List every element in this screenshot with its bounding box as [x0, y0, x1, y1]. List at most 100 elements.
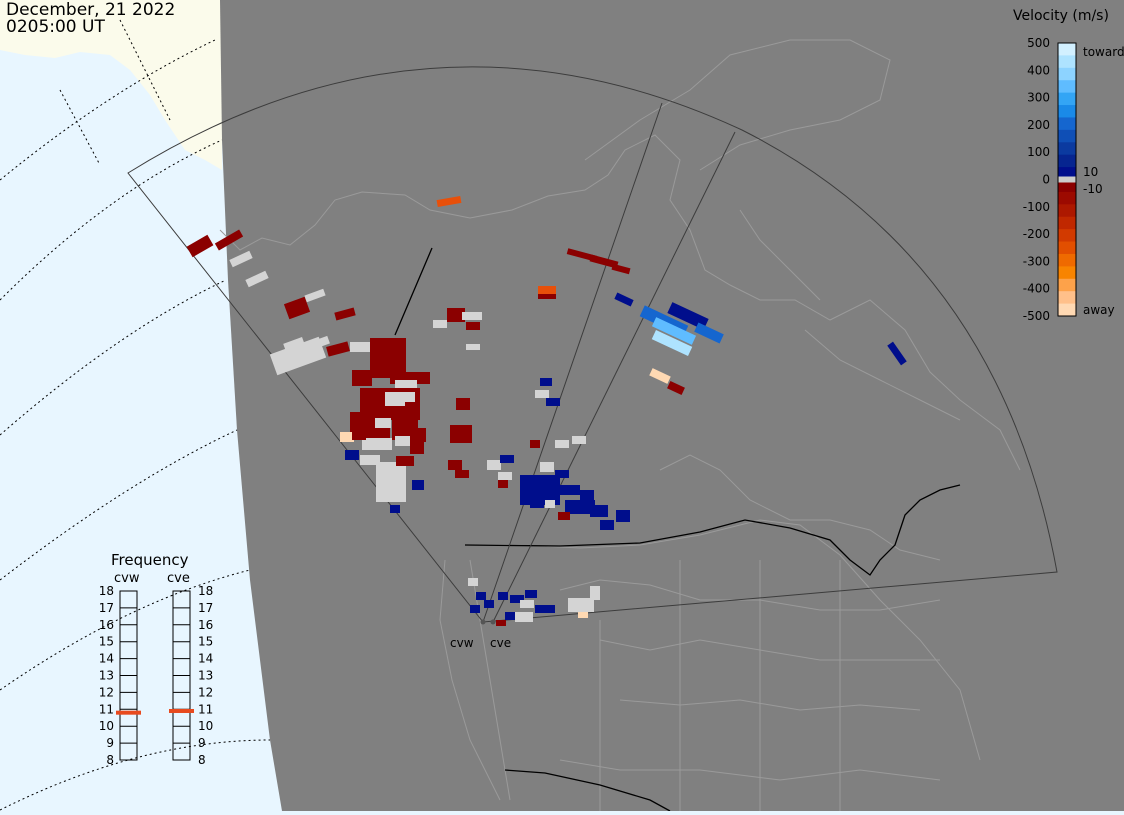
scatter-cell — [515, 612, 533, 622]
scatter-cell — [611, 263, 631, 275]
colorbar-step — [1058, 80, 1076, 94]
scatter-cell — [535, 390, 549, 398]
scatter-cell — [498, 592, 508, 600]
scatter-cell — [520, 600, 534, 608]
colorbar-step — [1058, 67, 1076, 81]
night-region — [220, 0, 1124, 811]
scatter-cell — [375, 418, 391, 428]
frequency-tick-label: 10 — [198, 719, 213, 733]
scatter-cell — [370, 338, 406, 378]
colorbar-step — [1058, 216, 1076, 230]
scatter-cell — [468, 578, 478, 586]
scatter-cell — [376, 462, 406, 502]
scatter-cell — [566, 248, 598, 262]
scatter-cell — [466, 344, 480, 350]
scatter-cell — [535, 605, 547, 613]
scatter-cell — [558, 512, 570, 520]
frequency-radar-cvw-label: cvw — [114, 571, 140, 586]
frequency-tick-label: 15 — [99, 635, 114, 649]
frequency-tick-label: 11 — [99, 702, 114, 716]
colorbar-step — [1058, 105, 1076, 118]
fov-boundary-cve-left — [492, 131, 736, 623]
frequency-tick-label: 9 — [198, 736, 206, 750]
scatter-cell — [450, 425, 472, 443]
scatter-cell — [546, 398, 560, 406]
scatter-cell — [396, 456, 414, 466]
velocity-tick-label: 300 — [1027, 91, 1050, 105]
velocity-tick-label: -400 — [1023, 282, 1050, 296]
scatter-cell — [245, 270, 269, 288]
scatter-cell — [362, 438, 392, 450]
colorbar-step — [1058, 266, 1076, 280]
frequency-tick-label: 9 — [106, 736, 114, 750]
scatter-cell — [540, 378, 552, 386]
scatter-cell — [410, 440, 424, 454]
frequency-tick-label: 17 — [99, 601, 114, 615]
frequency-tick-label: 14 — [198, 652, 213, 666]
velocity-tick-label: 200 — [1027, 118, 1050, 132]
fov-outline — [127, 66, 1058, 623]
colorbar-step — [1058, 291, 1076, 305]
colorbar-step — [1058, 154, 1076, 168]
scatter-cell — [456, 398, 470, 410]
scatter-cell — [530, 500, 544, 508]
scatter-cell — [510, 595, 524, 603]
velocity-tick-label: 100 — [1027, 145, 1050, 159]
scatter-cell — [498, 472, 512, 480]
scatter-cell — [326, 341, 350, 357]
velocity-tick-label: 500 — [1027, 36, 1050, 50]
velocity-label-away: away — [1083, 303, 1115, 317]
scatter-cell — [538, 294, 556, 299]
scatter-cell — [405, 402, 419, 414]
scatter-cell — [395, 380, 417, 388]
scatter-cell — [572, 436, 586, 444]
scatter-cell — [545, 605, 555, 613]
scatter-cell — [500, 455, 514, 463]
radar-fov — [127, 66, 1058, 623]
scatter-cell — [578, 612, 588, 618]
scatter-cell — [568, 598, 594, 612]
velocity-tick-label: -200 — [1023, 227, 1050, 241]
scatter-cell — [530, 440, 540, 448]
frequency-tick-label: 8 — [106, 753, 114, 767]
scatter-cell — [352, 430, 366, 440]
scatter-cell — [385, 470, 399, 478]
colorbar-step — [1058, 303, 1076, 317]
colorbar-step — [1058, 43, 1076, 56]
scatter-cell — [484, 600, 494, 608]
scatter-cell — [350, 342, 370, 352]
frequency-tick-label: 18 — [198, 584, 213, 598]
scatter-cell — [667, 380, 685, 396]
scatter-cell — [360, 455, 380, 465]
radar-site-cve-marker — [490, 619, 496, 625]
scatter-cell — [560, 485, 580, 495]
velocity-tick-label: -500 — [1023, 309, 1050, 323]
scatter-cell — [651, 317, 697, 345]
ice-region — [0, 0, 222, 170]
scatter-cell — [466, 322, 480, 330]
velocity-label-neg-min: -10 — [1083, 182, 1103, 196]
scatter-cell — [589, 254, 619, 269]
scatter-cell — [410, 428, 426, 442]
colorbar-step — [1058, 142, 1076, 156]
scatter-cell — [470, 605, 480, 613]
velocity-tick-label: -100 — [1023, 200, 1050, 214]
colorbar-step — [1058, 204, 1076, 218]
scatter-cell — [314, 335, 330, 349]
scatter-cell — [600, 520, 614, 530]
frequency-tick-label: 15 — [198, 635, 213, 649]
frequency-tick-label: 16 — [198, 618, 213, 632]
colorbar-frame — [1057, 42, 1077, 317]
frequency-tick-label: 12 — [198, 685, 213, 699]
colorbar-step — [1058, 191, 1076, 205]
scatter-cell — [498, 480, 508, 488]
colorbar-step — [1058, 253, 1076, 267]
alaska-border — [394, 247, 433, 336]
scatter-cell — [390, 505, 400, 513]
scatter-cell — [214, 229, 244, 251]
scatter-cell — [352, 370, 372, 386]
scatter-cell — [448, 460, 462, 470]
scatter-cell — [525, 590, 537, 598]
scatter-cell — [651, 330, 693, 356]
